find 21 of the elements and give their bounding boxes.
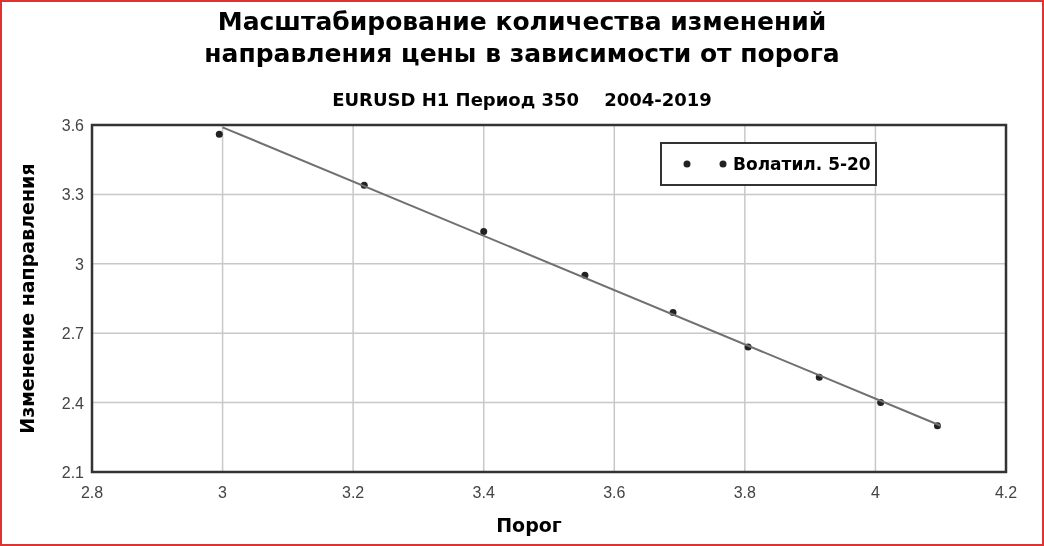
x-tick-label: 3.6	[603, 484, 626, 501]
x-tick-label: 3.4	[472, 484, 495, 501]
y-tick-label: 3	[75, 255, 85, 273]
x-tick-label: 4.2	[994, 484, 1018, 501]
chart-subtitle: EURUSD H1 Период 350 2004-2019	[332, 89, 712, 110]
legend-label: Волатил. 5-20	[733, 154, 871, 174]
point	[480, 227, 488, 235]
y-axis-title: Изменение направления	[16, 163, 38, 434]
y-tick-label: 2.4	[61, 394, 85, 412]
x-tick-label: 2.8	[80, 484, 104, 501]
point	[215, 130, 223, 138]
y-tick-label: 3.3	[61, 186, 85, 204]
x-tick-label: 3.8	[733, 484, 757, 501]
y-tick-label: 2.1	[61, 464, 85, 481]
y-tick-label: 2.7	[61, 325, 85, 343]
x-tick-label: 3	[218, 484, 228, 501]
x-tick-label: 3.2	[342, 484, 365, 501]
y-tick-label: 3.6	[61, 117, 85, 134]
x-axis-title: Порог	[496, 514, 562, 536]
x-tick-label: 4	[870, 484, 880, 501]
chart-title: Масштабирование количества изменений направления цены в зависимости от порога	[204, 7, 840, 68]
